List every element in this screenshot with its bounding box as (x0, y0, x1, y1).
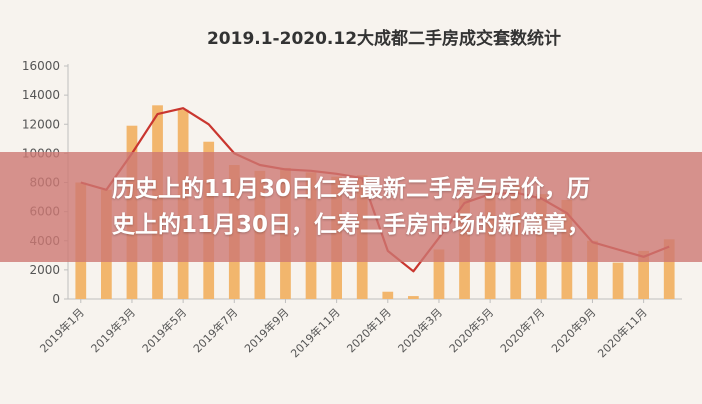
bar (638, 250, 649, 299)
x-tick-label: 2019年5月 (139, 305, 189, 355)
y-tick-label: 16000 (22, 59, 60, 73)
chart-title: 2019.1-2020.12大成都二手房成交套数统计 (207, 28, 561, 49)
x-tick-label: 2019年7月 (190, 305, 240, 355)
x-tick-label: 2020年1月 (344, 305, 394, 355)
x-tick-label: 2020年3月 (395, 305, 445, 355)
headline-overlay: 历史上的11月30日仁寿最新二手房与房价，历 史上的11月30日，仁寿二手房市场… (0, 152, 702, 262)
bar (382, 291, 394, 299)
x-tick-label: 2020年5月 (446, 305, 496, 355)
y-tick-label: 12000 (22, 117, 60, 131)
headline-line-2: 史上的11月30日，仁寿二手房市场的新篇章， (111, 212, 590, 238)
x-tick-label: 2019年11月 (288, 305, 343, 360)
x-tick-label: 2019年3月 (88, 305, 138, 355)
x-tick-label: 2019年9月 (241, 305, 291, 355)
x-tick-label: 2020年9月 (548, 305, 598, 355)
bar (663, 239, 675, 299)
x-tick-label: 2020年11月 (595, 305, 650, 360)
bar (433, 249, 445, 299)
bar (612, 262, 624, 299)
headline-line-1: 历史上的11月30日仁寿最新二手房与房价，历 (111, 176, 590, 202)
bar (587, 240, 598, 299)
y-tick-label: 14000 (22, 88, 60, 102)
bar (408, 296, 419, 299)
y-tick-label: 2000 (29, 263, 60, 277)
x-tick-label: 2020年7月 (497, 305, 547, 355)
x-tick-label: 2019年1月 (37, 305, 87, 355)
y-tick-label: 0 (52, 292, 60, 306)
